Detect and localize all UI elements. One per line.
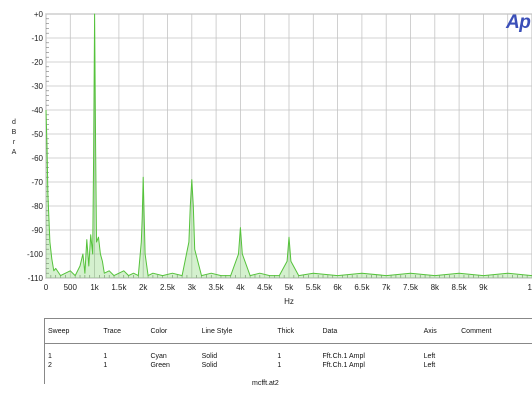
legend-cell: 1 <box>277 353 282 360</box>
x-tick-label: 7.5k <box>403 283 419 292</box>
x-tick-label: 2.5k <box>160 283 176 292</box>
legend-cell: Left <box>423 362 436 369</box>
legend-body: 1 1 Cyan Solid 1 Fft.Ch.1 Ampl Left 2 1 Green Soli… <box>44 344 532 372</box>
y-axis-label-char: r <box>12 139 16 146</box>
x-tick-label: 7k <box>382 283 391 292</box>
y-tick-label: -90 <box>31 226 43 235</box>
legend-cell: 1 <box>103 362 108 369</box>
legend-header-row: Sweep Trace Color Line Style Thick Data Axis Co… <box>44 318 532 344</box>
legend-header-cell: Color <box>146 318 198 344</box>
legend-cell: Solid <box>201 353 218 360</box>
legend-cell: Cyan <box>150 353 167 360</box>
y-tick-label: -60 <box>31 154 43 163</box>
y-tick-label: -50 <box>31 130 43 139</box>
legend-cell: 1 <box>48 353 52 360</box>
x-tick-label: 6.5k <box>354 283 370 292</box>
x-tick-label: 9k <box>479 283 488 292</box>
legend-row: 1 1 Cyan Solid 1 Fft.Ch.1 Ampl Left <box>44 344 532 363</box>
legend-cell: Left <box>423 353 436 360</box>
legend-cell <box>457 344 532 363</box>
y-tick-label: -10 <box>31 34 43 43</box>
brand-logo-text: Ap <box>506 12 531 33</box>
legend-cell: 1 <box>277 362 282 369</box>
x-tick-label: 6k <box>333 283 342 292</box>
y-axis-label-char: d <box>12 119 16 126</box>
legend-header-cell: Comment <box>457 318 532 344</box>
legend-header-cell: Axis <box>419 318 458 344</box>
legend-cell: Fft.Ch.1 Ampl <box>322 362 365 369</box>
x-tick-label: 8.5k <box>452 283 468 292</box>
y-tick-label: -20 <box>31 58 43 67</box>
x-tick-label: 10 <box>528 283 532 292</box>
x-tick-label: 5.5k <box>306 283 322 292</box>
x-axis-label: Hz <box>284 297 294 306</box>
legend-cell: Green <box>150 362 170 369</box>
x-tick-label: 3k <box>188 283 197 292</box>
x-tick-label: 500 <box>64 283 78 292</box>
x-tick-label: 1.5k <box>111 283 127 292</box>
legend-header-cell: Data <box>318 318 420 344</box>
file-name: mcfft.at2 <box>252 380 279 387</box>
legend-table: Sweep Trace Color Line Style Thick Data Axis Co… <box>44 318 532 371</box>
y-tick-label: -100 <box>27 250 44 259</box>
legend-cell: Solid <box>201 362 218 369</box>
y-tick-label: +0 <box>34 10 44 19</box>
legend-header-cell: Sweep <box>44 318 100 344</box>
spectrum-series-line <box>45 13 532 277</box>
x-tick-label: 3.5k <box>209 283 225 292</box>
legend-cell: Fft.Ch.1 Ampl <box>322 353 365 360</box>
legend-row: 2 1 Green Solid 1 Fft.Ch.1 Ampl Left <box>44 362 532 371</box>
x-tick-label: 8k <box>431 283 440 292</box>
y-axis-label-char: B <box>11 129 17 136</box>
y-tick-label: -40 <box>31 106 43 115</box>
y-axis-label-char: A <box>11 149 17 156</box>
legend-cell: 2 <box>48 362 52 369</box>
x-tick-label: 4k <box>236 283 245 292</box>
y-tick-label: -80 <box>31 202 43 211</box>
legend-cell: 1 <box>103 353 108 360</box>
legend-frame <box>44 318 532 384</box>
legend-header-cell: Trace <box>99 318 147 344</box>
x-tick-label: 5k <box>285 283 294 292</box>
y-tick-label: -110 <box>28 274 44 283</box>
x-tick-label: 2k <box>139 283 148 292</box>
y-tick-label: -70 <box>31 178 43 187</box>
legend-header-cell: Line Style <box>197 318 274 344</box>
x-tick-label: 1k <box>90 283 99 292</box>
fft-chart: 0 500 1k 1.5k 2k 2.5k 3k 3.5k 4k 4.5k 5k 5.5k 6k 6.5k… <box>27 10 532 306</box>
legend-header-cell: Thick <box>273 318 319 344</box>
legend-cell <box>457 362 532 371</box>
x-tick-label: 0 <box>44 283 49 292</box>
x-tick-label: 4.5k <box>257 283 273 292</box>
y-tick-label: -30 <box>31 82 43 91</box>
